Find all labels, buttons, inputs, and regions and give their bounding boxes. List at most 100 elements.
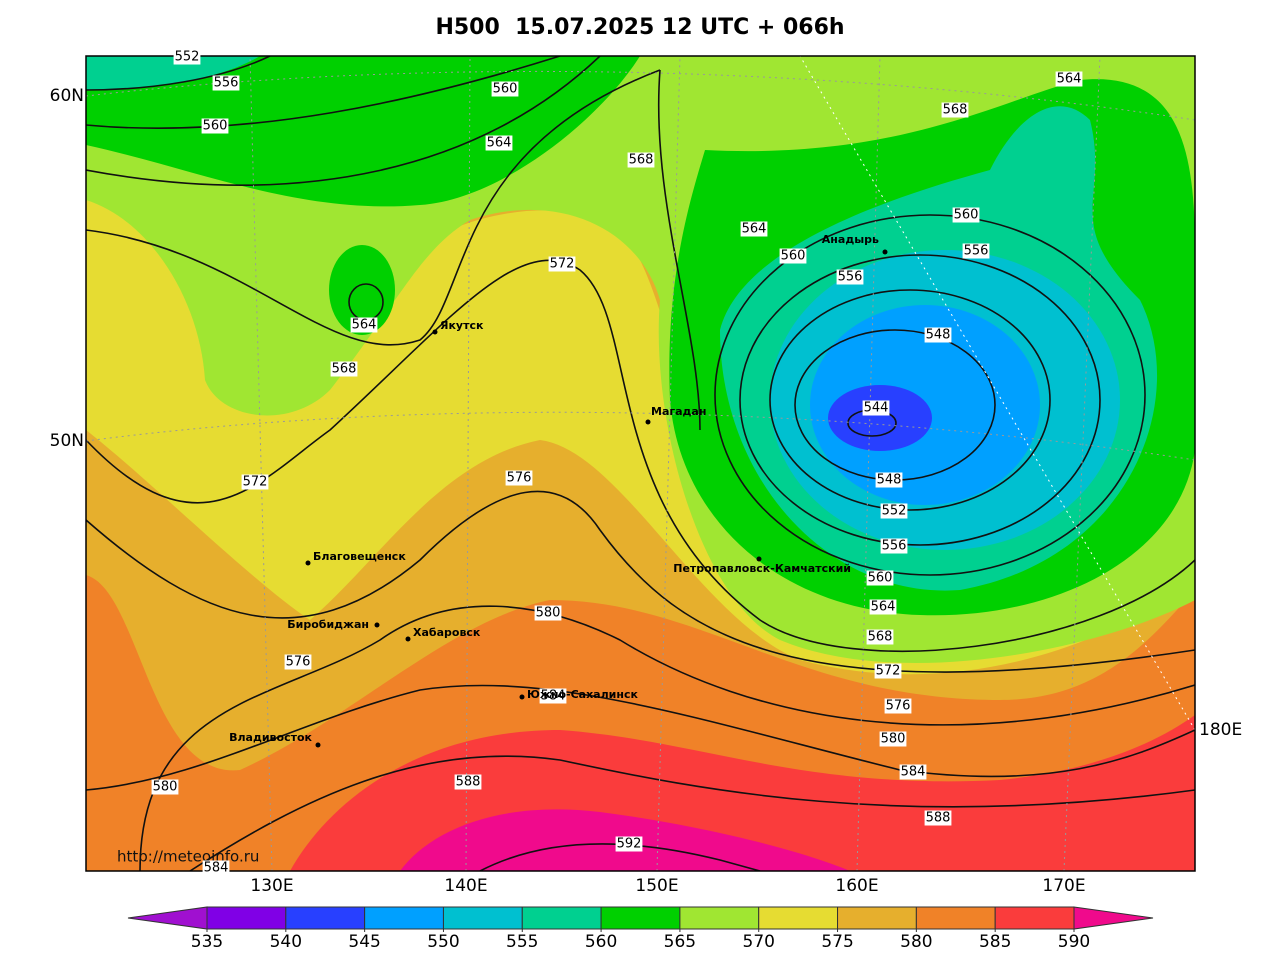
lat-label: 50N [50,431,84,451]
contour-label-bg [874,663,902,679]
lat-label: 60N [50,86,84,106]
city-label: Петропавловск-Камчатский [673,562,851,575]
city-dot [305,560,311,566]
city-dot [519,694,525,700]
contour-label-bg [962,243,990,259]
source-url: http://meteoinfo.ru [117,848,259,866]
lon-label: 180E [1199,720,1242,740]
colorbar-box [285,906,366,930]
contour-label: 556 [838,270,863,285]
contour-label: 580 [153,780,178,795]
contour-label: 548 [926,328,951,343]
contour-label-bg [924,327,952,343]
contour-label-bg [151,779,179,795]
colorbar-label: 535 [191,932,223,952]
city-dot [405,636,411,642]
title: H500 15.07.2025 12 UTC + 066h [435,15,844,40]
contour-label-bg [485,135,513,151]
city-label: Якутск [440,319,484,332]
contour-label-bg [740,221,768,237]
contour-label: 592 [617,837,642,852]
colorbar-box [600,906,681,930]
city-dot [882,249,888,255]
contour-label: 560 [493,82,518,97]
contour-label-bg [173,49,201,65]
contour-label-bg [952,207,980,223]
map-field [86,56,1195,871]
contour-label-bg [212,75,240,91]
contour-label-bg [539,688,567,704]
colorbar-label: 570 [743,932,775,952]
city-label: Благовещенск [313,550,406,563]
contour-label: 564 [742,222,767,237]
city-label: Биробиджан [287,618,369,631]
contour-label: 584 [204,861,229,876]
city-label: Владивосток [229,731,312,744]
contour-label-bg [779,248,807,264]
contour-label: 552 [175,50,200,65]
contour-label-bg [866,570,894,586]
lon-label: 170E [1042,876,1085,896]
contour-label-bg [836,269,864,285]
contour-label: 560 [868,571,893,586]
lon-label: 160E [835,876,878,896]
contour-label: 556 [214,76,239,91]
contour-label: 588 [456,775,481,790]
contour-label-bg [241,474,269,490]
colorbar-arrow [127,906,208,930]
contour-label: 560 [954,208,979,223]
contour-label-bg [627,152,655,168]
lon-label: 150E [635,876,678,896]
colorbar-label: 545 [348,932,380,952]
contour-label-bg [534,605,562,621]
contour-label: 560 [781,249,806,264]
contour-label: 572 [876,664,901,679]
city-dot [432,329,438,335]
colorbar-arrow [1073,906,1154,930]
contour-label: 588 [926,811,951,826]
city-label: Анадырь [822,233,879,246]
colorbar-label: 540 [270,932,302,952]
contour-label: 564 [352,318,377,333]
contour-label: 576 [507,471,532,486]
contour-label-bg [1055,71,1083,87]
contour-label-bg [330,361,358,377]
contour-label-bg [899,764,927,780]
city-label: Хабаровск [413,626,481,639]
contour-label: 552 [882,504,907,519]
contour-label: 544 [864,401,889,416]
contour-label-bg [869,599,897,615]
colorbar-box [364,906,444,930]
city-dot [315,742,321,748]
contour-label-bg [875,472,903,488]
contour-label: 576 [886,699,911,714]
colorbar-box [521,906,602,930]
city-dot [374,622,380,628]
contour-label-bg [548,256,576,272]
contour-label: 560 [203,119,228,134]
contour-label-bg [880,503,908,519]
contour-label: 568 [943,103,968,118]
contour-label: 572 [550,257,575,272]
contour-label: 568 [332,362,357,377]
map-frame [85,55,1196,872]
contour-label: 556 [964,244,989,259]
colorbar-box [837,906,917,930]
colorbar-label: 575 [821,932,853,952]
contour-label-bg [284,654,312,670]
contour-label: 576 [286,655,311,670]
contour-label-bg [201,118,229,134]
city-label: Южно-Сахалинск [527,688,638,701]
contour-label-bg [202,860,230,876]
contour-label: 568 [868,630,893,645]
contour-label-bg [615,836,643,852]
colorbar-label: 585 [979,932,1011,952]
colorbar-box [679,906,760,930]
colorbar-label: 550 [427,932,459,952]
contour-label: 564 [487,136,512,151]
contour-label-bg [505,470,533,486]
contour-label-bg [924,810,952,826]
lon-label: 130E [250,876,293,896]
colorbar-box [442,906,523,930]
